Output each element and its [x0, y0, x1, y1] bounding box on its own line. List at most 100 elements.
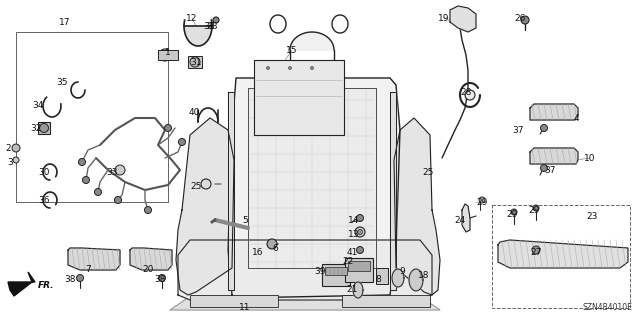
Text: 39: 39: [314, 268, 326, 276]
Circle shape: [358, 229, 362, 235]
Bar: [322, 264, 350, 286]
Text: 35: 35: [56, 77, 68, 86]
Bar: [248, 88, 376, 268]
Text: 30: 30: [38, 167, 50, 177]
Bar: [492, 205, 630, 308]
Polygon shape: [8, 272, 35, 296]
Polygon shape: [228, 78, 400, 298]
Circle shape: [267, 239, 277, 249]
Text: 36: 36: [38, 196, 50, 204]
Circle shape: [13, 157, 19, 163]
Text: 38: 38: [154, 276, 166, 284]
Text: 25: 25: [422, 167, 434, 177]
Circle shape: [190, 57, 200, 67]
Text: 3: 3: [7, 157, 13, 166]
Text: 7: 7: [85, 266, 91, 275]
Polygon shape: [450, 6, 476, 32]
Bar: [188, 56, 202, 68]
Circle shape: [95, 188, 102, 196]
Text: 24: 24: [454, 215, 466, 225]
Circle shape: [521, 16, 529, 24]
Text: 9: 9: [399, 268, 405, 276]
Text: 26: 26: [515, 13, 525, 22]
Circle shape: [289, 67, 291, 69]
Circle shape: [159, 275, 166, 282]
Text: 5: 5: [242, 215, 248, 225]
Text: 16: 16: [252, 247, 264, 257]
Text: 12: 12: [186, 13, 198, 22]
Bar: [16, 32, 168, 202]
Polygon shape: [394, 118, 440, 295]
Polygon shape: [530, 104, 578, 120]
Text: 37: 37: [512, 125, 524, 134]
Circle shape: [179, 139, 186, 146]
Polygon shape: [390, 92, 396, 290]
Circle shape: [532, 246, 540, 254]
Bar: [348, 261, 370, 271]
Text: 31: 31: [190, 58, 202, 67]
Text: 28: 28: [460, 87, 472, 97]
Text: 17: 17: [60, 18, 71, 27]
Circle shape: [533, 205, 539, 211]
Circle shape: [356, 246, 364, 253]
Text: 29: 29: [476, 197, 488, 206]
Text: 13: 13: [348, 229, 360, 238]
Circle shape: [159, 49, 171, 61]
Circle shape: [541, 164, 547, 172]
Text: 18: 18: [419, 271, 429, 281]
Circle shape: [164, 124, 172, 132]
Bar: [254, 60, 344, 135]
Text: 38: 38: [206, 21, 218, 30]
Text: FR.: FR.: [38, 281, 54, 290]
Text: 29: 29: [528, 205, 540, 214]
Circle shape: [465, 90, 475, 100]
Polygon shape: [409, 269, 423, 291]
Text: 29: 29: [506, 210, 518, 219]
Text: 10: 10: [584, 154, 596, 163]
Bar: [342, 295, 430, 307]
Text: 11: 11: [239, 303, 251, 313]
Circle shape: [115, 165, 125, 175]
Circle shape: [310, 67, 314, 69]
Circle shape: [77, 275, 83, 282]
Text: 32: 32: [30, 124, 42, 132]
Text: 23: 23: [586, 212, 598, 220]
Bar: [325, 267, 347, 275]
Bar: [190, 295, 278, 307]
Polygon shape: [228, 92, 234, 290]
Polygon shape: [392, 269, 404, 287]
Circle shape: [145, 206, 152, 213]
Text: 40: 40: [188, 108, 200, 116]
Circle shape: [201, 179, 211, 189]
Text: 19: 19: [438, 13, 450, 22]
Text: 22: 22: [342, 258, 354, 267]
Polygon shape: [184, 20, 212, 46]
Bar: [16, 32, 168, 202]
Circle shape: [541, 124, 547, 132]
Polygon shape: [68, 248, 120, 270]
Bar: [376, 268, 388, 284]
Circle shape: [79, 158, 86, 165]
Polygon shape: [530, 148, 578, 164]
Text: 25: 25: [190, 181, 202, 190]
Circle shape: [40, 124, 49, 132]
Text: 38: 38: [64, 276, 76, 284]
Text: SZN4B4010E: SZN4B4010E: [582, 303, 632, 312]
Circle shape: [115, 196, 122, 204]
Polygon shape: [178, 240, 432, 300]
Text: 21: 21: [346, 285, 358, 294]
Circle shape: [83, 177, 90, 183]
Text: 4: 4: [573, 114, 579, 123]
Text: 34: 34: [32, 100, 44, 109]
Bar: [158, 50, 178, 60]
Polygon shape: [462, 204, 470, 232]
Circle shape: [355, 227, 365, 237]
Circle shape: [213, 17, 219, 23]
Polygon shape: [170, 295, 440, 310]
Polygon shape: [290, 32, 334, 50]
Polygon shape: [353, 282, 363, 298]
Text: 8: 8: [375, 276, 381, 284]
Polygon shape: [130, 248, 172, 270]
Text: 27: 27: [531, 247, 541, 257]
Text: 1: 1: [165, 47, 171, 57]
